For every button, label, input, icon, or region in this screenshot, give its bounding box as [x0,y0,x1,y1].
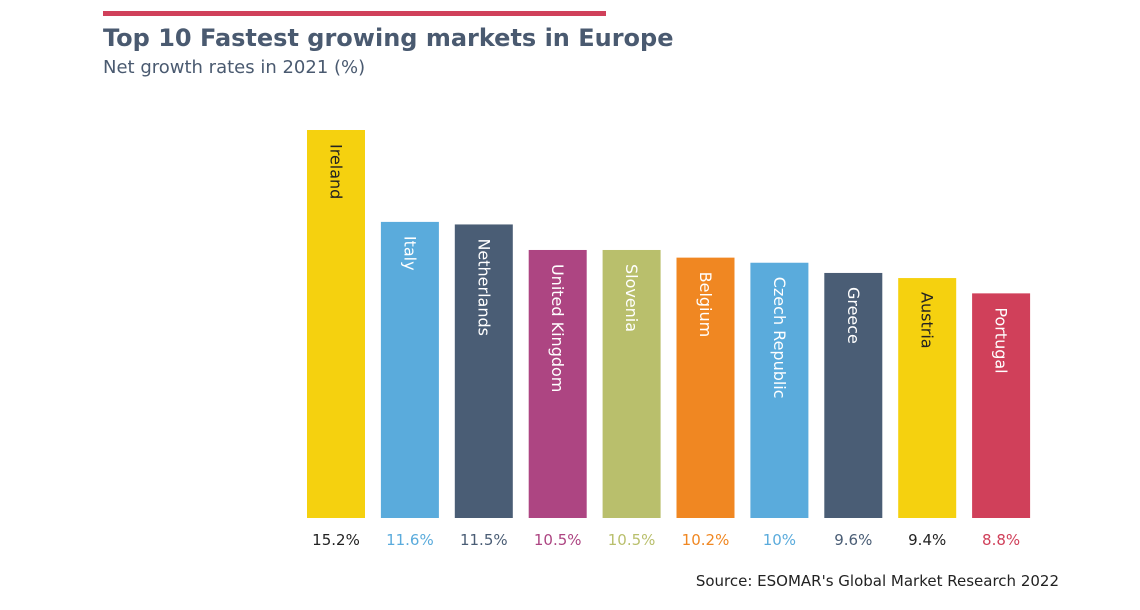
bar-united-kingdom [528,249,587,518]
bar-category-label: Netherlands [474,238,493,336]
bar-ireland [307,130,365,518]
bar-value-label: 10% [763,531,796,549]
source-note: Source: ESOMAR's Global Market Research … [695,572,1059,590]
bar-netherlands [454,224,513,518]
bar-category-label: Ireland [327,144,346,199]
bar-category-label: Slovenia [622,264,641,332]
bar-category-label: Italy [400,236,419,271]
bar-value-label: 15.2% [312,531,360,549]
bar-value-label: 10.5% [534,531,582,549]
bar-category-label: Belgium [696,272,715,338]
bar-category-label: Portugal [992,307,1011,373]
title-accent-rule [103,11,606,16]
bar-category-label: Czech Republic [770,277,789,399]
bar-value-label: 10.5% [608,531,656,549]
bar-category-label: Austria [918,292,937,349]
bar-czech-republic [750,262,809,518]
bar-value-label: 9.6% [834,531,872,549]
bar-category-label: United Kingdom [548,264,567,392]
chart-subtitle: Net growth rates in 2021 (%) [103,57,366,78]
bar-italy [380,221,439,519]
bar-slovenia [602,249,661,518]
bar-value-label: 11.6% [386,531,434,549]
bar-value-label: 10.2% [682,531,730,549]
bar-value-label: 11.5% [460,531,508,549]
bar-austria [898,278,957,518]
chart-title: Top 10 Fastest growing markets in Europe [103,24,674,52]
bar-belgium [676,257,735,518]
bar-greece [824,272,883,518]
bar-portugal [972,293,1031,518]
bar-value-label: 9.4% [908,531,946,549]
bar-value-label: 8.8% [982,531,1020,549]
bar-category-label: Greece [844,287,863,344]
